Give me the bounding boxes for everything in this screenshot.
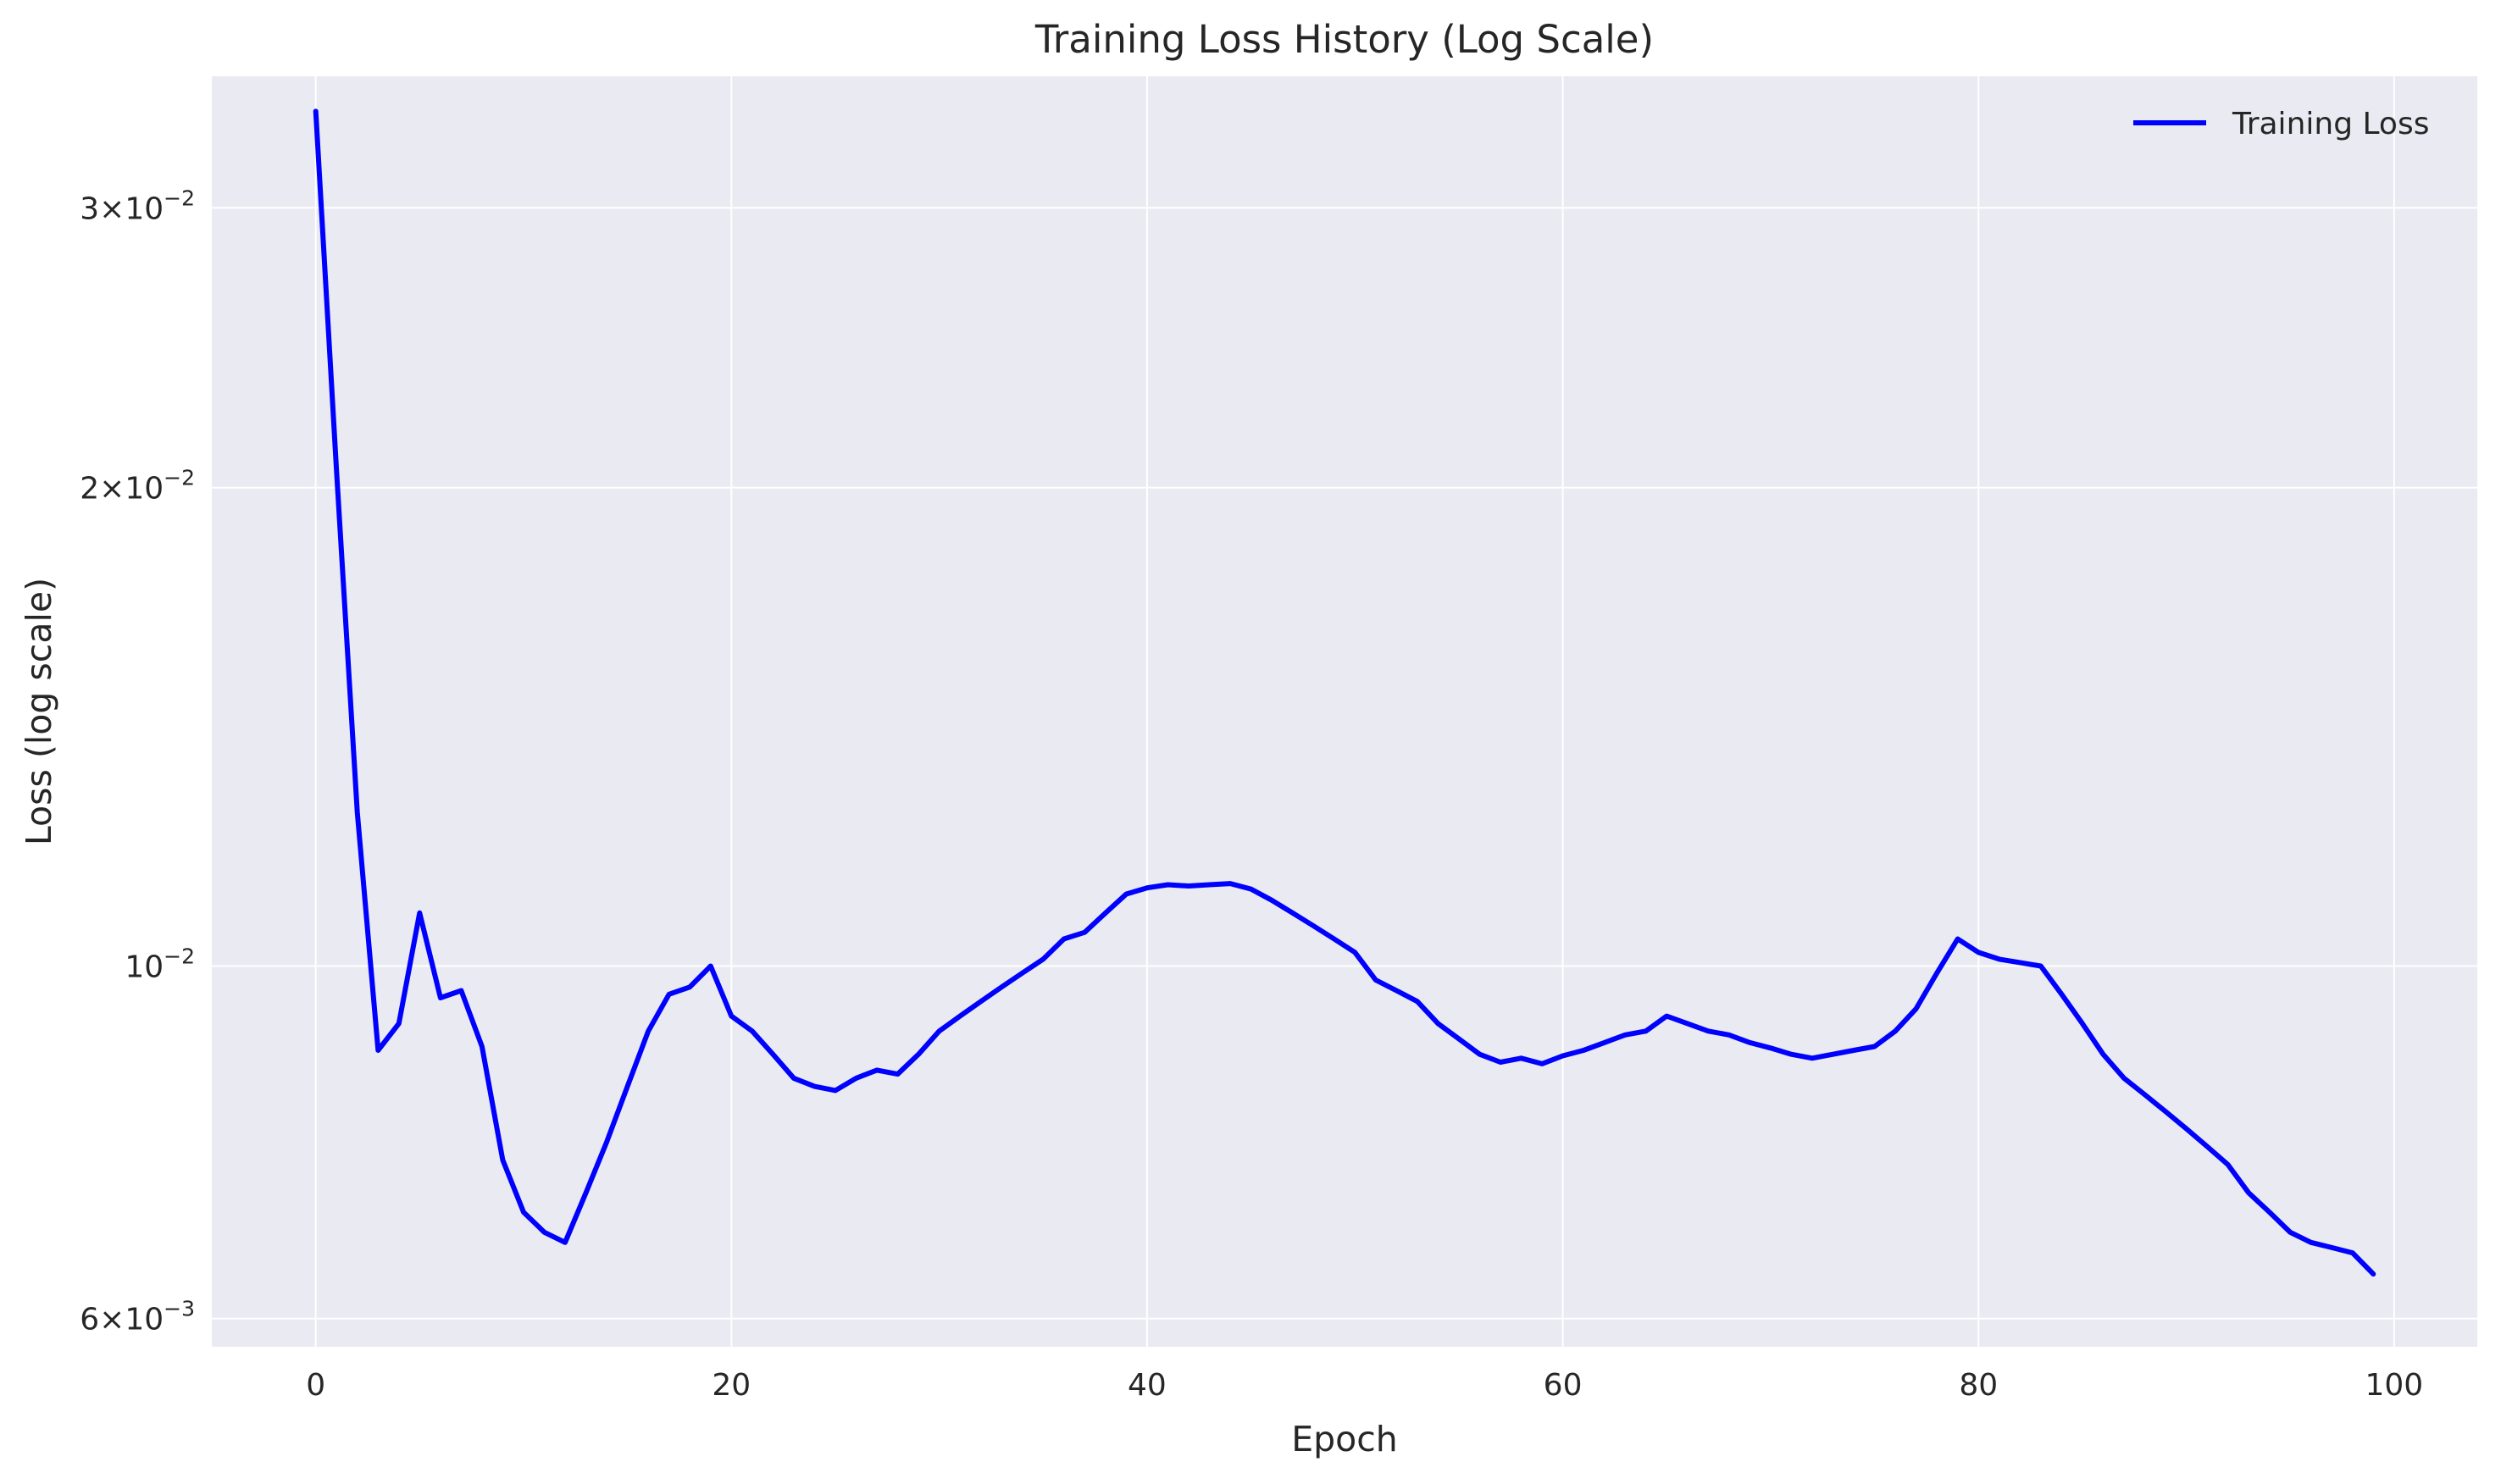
x-tick-label: 40 — [1128, 1368, 1167, 1403]
y-tick-label: 6×10−3 — [80, 1297, 195, 1337]
legend: Training Loss — [2133, 107, 2429, 141]
chart-title: Training Loss History (Log Scale) — [1034, 17, 1654, 62]
y-tick-mantissa: 2×10 — [80, 472, 164, 507]
y-tick-exponent: −3 — [164, 1297, 195, 1321]
x-tick-label: 60 — [1544, 1368, 1583, 1403]
x-tick-label: 80 — [1959, 1368, 1998, 1403]
y-tick-label: 10−2 — [125, 944, 195, 985]
x-tick-label: 0 — [306, 1368, 325, 1403]
y-axis-ticks: 6×10−310−22×10−23×10−2 — [80, 186, 195, 1337]
y-tick-label: 3×10−2 — [80, 186, 195, 226]
y-axis-label: Loss (log scale) — [19, 578, 59, 845]
y-tick-exponent: −2 — [164, 466, 195, 490]
series-layer — [313, 108, 2376, 1277]
x-axis-label: Epoch — [1291, 1419, 1398, 1459]
y-tick-mantissa: 10 — [125, 950, 164, 985]
series-line-training-loss — [313, 108, 2376, 1277]
x-tick-label: 20 — [712, 1368, 751, 1403]
legend-label-training-loss: Training Loss — [2232, 107, 2429, 141]
y-tick-exponent: −2 — [164, 944, 195, 969]
y-tick-mantissa: 6×10 — [80, 1303, 164, 1337]
x-axis-ticks: 0 20 40 60 80 100 — [306, 1368, 2423, 1403]
plot-area — [212, 76, 2477, 1347]
x-tick-label: 100 — [2365, 1368, 2424, 1403]
y-tick-exponent: −2 — [164, 186, 195, 210]
grid-lines — [212, 76, 2477, 1347]
y-tick-label: 2×10−2 — [80, 466, 195, 507]
y-tick-mantissa: 3×10 — [80, 191, 164, 226]
